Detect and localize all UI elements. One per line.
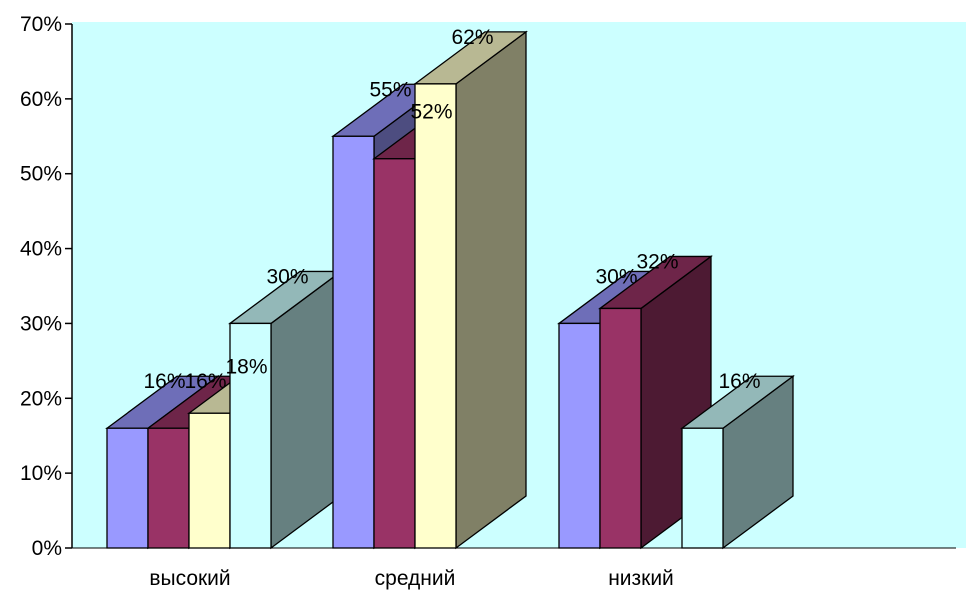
data-label: 55% [369, 78, 411, 101]
y-tick-label: 70% [20, 13, 62, 36]
data-labels: 16%16%18%30%55%52%62%30%32%16% [143, 26, 760, 393]
bar-front-face [373, 158, 416, 549]
y-tick-label: 0% [32, 537, 62, 560]
bar-front-face [106, 427, 149, 549]
bar-front-face [147, 427, 190, 549]
data-label: 32% [636, 250, 678, 273]
data-label: 30% [266, 265, 308, 288]
x-axis-categories: высокий средний низкий [149, 567, 673, 590]
y-tick-label: 10% [20, 462, 62, 485]
x-category-label: высокий [149, 567, 230, 590]
data-label: 62% [451, 26, 493, 49]
bar-front-face [599, 307, 642, 549]
bar [680, 374, 795, 550]
bar-side-face [455, 30, 527, 550]
data-label: 16% [143, 370, 185, 393]
data-label: 16% [718, 370, 760, 393]
bar [413, 30, 528, 550]
data-label: 18% [225, 355, 267, 378]
bar-front-face [558, 322, 601, 549]
bars [105, 30, 795, 550]
bar-front-face [414, 83, 457, 549]
data-label: 52% [410, 101, 452, 124]
y-tick-label: 60% [20, 88, 62, 111]
bar [228, 270, 343, 550]
data-label: 30% [595, 265, 637, 288]
y-tick-label: 40% [20, 238, 62, 261]
y-tick-label: 20% [20, 387, 62, 410]
bar-front-face [681, 427, 724, 549]
y-axis: 0% 10% 20% 30% 40% 50% 60% 70% [20, 13, 956, 560]
y-tick-label: 30% [20, 312, 62, 335]
x-category-label: низкий [608, 567, 674, 590]
data-label: 16% [184, 370, 226, 393]
bar-front-face [332, 135, 375, 549]
y-tick-label: 50% [20, 163, 62, 186]
bar-front-face [188, 412, 231, 549]
bar [598, 255, 713, 550]
x-category-label: средний [375, 567, 456, 590]
bar-front-face [229, 322, 272, 549]
